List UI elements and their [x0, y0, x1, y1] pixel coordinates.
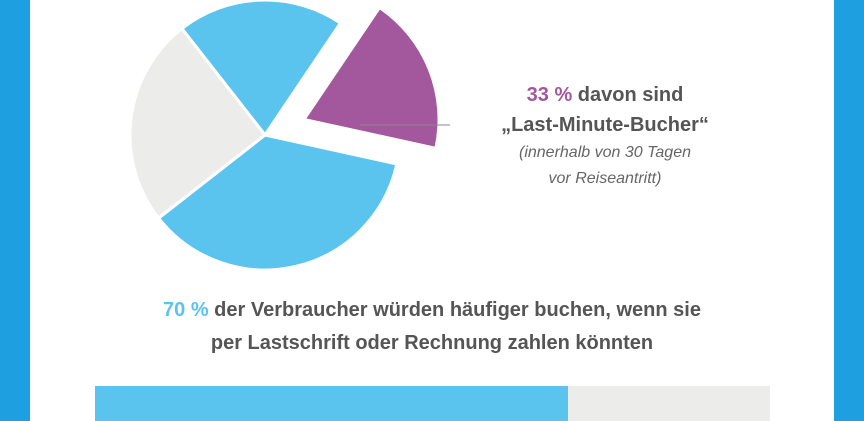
callout-label: davon sind [572, 84, 684, 106]
pie-chart [128, 0, 450, 272]
callout-note-line1: (innerhalb von 30 Tagen [519, 144, 691, 161]
pie-slice-1 [179, 0, 343, 138]
headline-line1-text: der Verbraucher würden häufiger buchen, … [208, 299, 701, 321]
progress-bar-fill [95, 386, 568, 421]
headline: 70 % der Verbraucher würden häufiger buc… [30, 294, 834, 360]
pie-slice-3 [156, 133, 399, 272]
callout-note-line2: vor Reiseantritt) [548, 170, 662, 187]
infographic-panel: 33 % davon sind „Last-Minute-Bucher“ (in… [30, 0, 834, 421]
progress-bar-track [95, 386, 770, 421]
callout-text: 33 % davon sind „Last-Minute-Bucher“ (in… [460, 80, 750, 192]
headline-line1: 70 % der Verbraucher würden häufiger buc… [30, 294, 834, 327]
pie-slice-2 [301, 5, 441, 151]
pie-slice-4 [128, 26, 268, 221]
callout-headline: 33 % davon sind [460, 80, 750, 110]
headline-percent: 70 % [163, 299, 209, 321]
callout-quote: „Last-Minute-Bucher“ [501, 114, 709, 136]
headline-line2: per Lastschrift oder Rechnung zahlen kön… [210, 332, 654, 354]
callout-percent: 33 % [526, 84, 573, 106]
